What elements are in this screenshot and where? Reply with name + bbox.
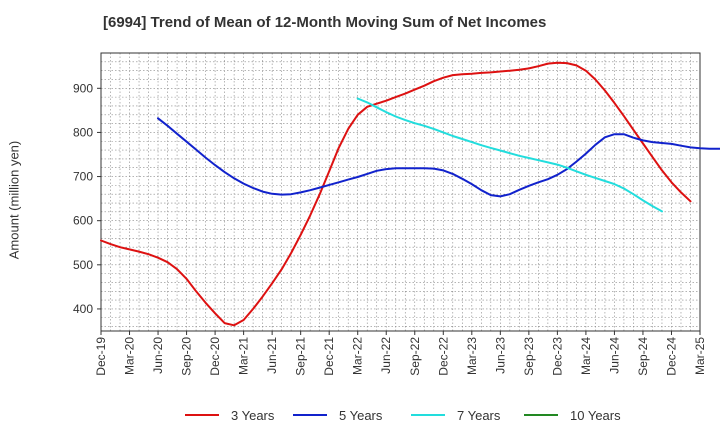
x-tick-label: Jun-20 [151, 337, 165, 374]
x-tick-label: Mar-20 [123, 337, 137, 375]
x-tick-label: Sep-22 [408, 337, 422, 376]
y-axis-ticks: 400 500 600 700 800 900 [73, 81, 101, 316]
plot-frame [100, 52, 701, 332]
series-lines [100, 61, 720, 327]
x-tick-label: Dec-20 [208, 337, 222, 376]
legend-swatch [524, 414, 558, 416]
chart-title: [6994] Trend of Mean of 12-Month Moving … [103, 14, 547, 31]
x-tick-label: Sep-24 [636, 337, 650, 376]
x-tick-label: Dec-21 [322, 337, 336, 376]
y-tick-label: 700 [73, 170, 93, 184]
x-tick-label: Mar-22 [351, 337, 365, 375]
x-tick-label: Sep-23 [522, 337, 536, 376]
y-tick-label: 900 [73, 81, 93, 95]
series-line-5-years [157, 117, 720, 198]
y-tick-label: 600 [73, 214, 93, 228]
x-tick-label: Mar-23 [465, 337, 479, 375]
x-tick-label: Mar-21 [237, 337, 251, 375]
x-axis-ticks: Dec-19 Mar-20 Jun-20 Sep-20 Dec-20 Mar-21 Jun-… [94, 331, 707, 376]
y-tick-label: 800 [73, 125, 93, 139]
legend-swatch [293, 414, 327, 416]
legend-item-3-years: 3 Years [185, 404, 274, 426]
x-tick-label: Jun-23 [493, 337, 507, 374]
legend-label: 7 Years [457, 407, 501, 423]
legend-swatch [411, 414, 445, 416]
legend-label: 3 Years [231, 407, 275, 423]
y-tick-label: 500 [73, 258, 93, 272]
series-line-3-years [100, 61, 692, 327]
legend-item-10-years: 10 Years [524, 404, 621, 426]
x-tick-label: Jun-21 [265, 337, 279, 374]
series-line-7-years [356, 97, 663, 213]
x-tick-label: Sep-21 [294, 337, 308, 376]
x-tick-label: Sep-20 [180, 337, 194, 376]
legend-item-5-years: 5 Years [293, 404, 382, 426]
legend: 3 Years 5 Years 7 Years 10 Years [0, 404, 720, 426]
x-tick-label: Dec-22 [436, 337, 450, 376]
x-tick-label: Dec-19 [94, 337, 108, 376]
legend-swatch [185, 414, 219, 416]
x-tick-label: Mar-25 [693, 337, 707, 375]
line-chart: 400 500 600 700 800 900 Dec-19 Mar-20 Jun-20 Sep… [73, 52, 720, 376]
x-tick-label: Dec-23 [550, 337, 564, 376]
legend-item-7-years: 7 Years [411, 404, 500, 426]
y-tick-label: 400 [73, 302, 93, 316]
x-tick-label: Mar-24 [579, 337, 593, 375]
legend-label: 10 Years [570, 407, 621, 423]
legend-label: 5 Years [339, 407, 383, 423]
x-tick-label: Jun-22 [379, 337, 393, 374]
x-tick-label: Dec-24 [664, 337, 678, 376]
x-tick-label: Jun-24 [607, 337, 621, 374]
